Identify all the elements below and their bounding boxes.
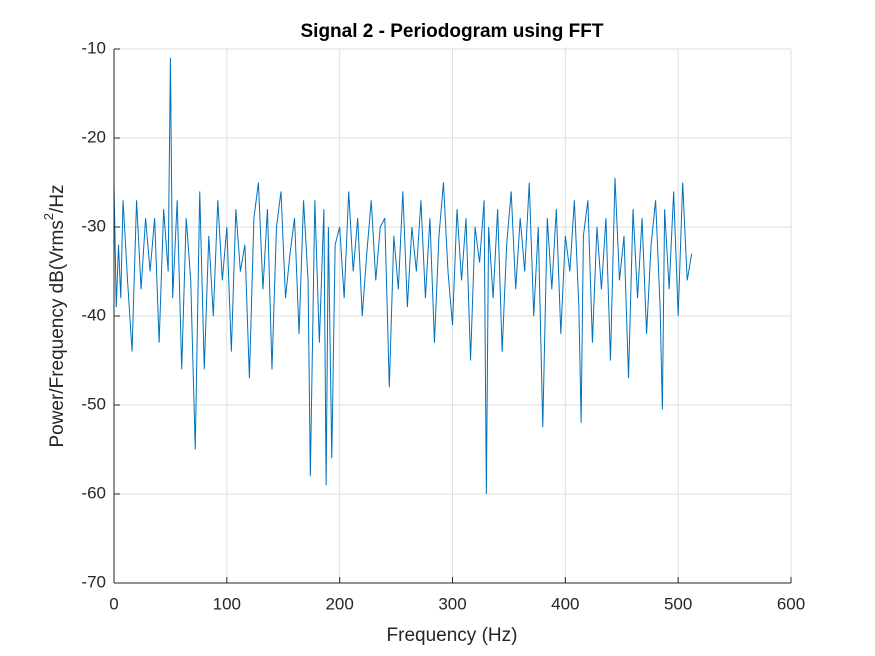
y-tick-label: -40 — [81, 305, 106, 324]
axes: 0 100 200 300 400 500 600 -70 -60 -50 -40 -30 -20 -10 — [81, 38, 805, 613]
x-tick-label: 600 — [777, 594, 805, 613]
y-tick-label: -50 — [81, 394, 106, 413]
y-tick-label: -60 — [81, 483, 106, 502]
plot-area — [113, 57, 693, 495]
x-tick-label: 100 — [213, 594, 241, 613]
x-tick-label: 0 — [109, 594, 118, 613]
y-tick-label: -30 — [81, 216, 106, 235]
y-axis-label: Power/Frequency dB(Vrms2/Hz — [41, 184, 68, 447]
y-axis-label-text: Power/Frequency dB(Vrms — [47, 220, 68, 447]
x-axis-label: Frequency (Hz) — [387, 625, 518, 646]
y-tick-label: -20 — [81, 127, 106, 146]
y-axis-label-sup: 2 — [41, 213, 56, 220]
x-tick-label: 200 — [325, 594, 353, 613]
x-tick-label: 300 — [438, 594, 466, 613]
y-tick-label: -10 — [81, 38, 106, 57]
x-tick-label: 500 — [664, 594, 692, 613]
x-tick-label: 400 — [551, 594, 579, 613]
chart-title: Signal 2 - Periodogram using FFT — [301, 21, 604, 42]
line-series — [113, 57, 693, 495]
y-axis-label-suffix: /Hz — [47, 184, 68, 213]
y-tick-label: -70 — [81, 572, 106, 591]
